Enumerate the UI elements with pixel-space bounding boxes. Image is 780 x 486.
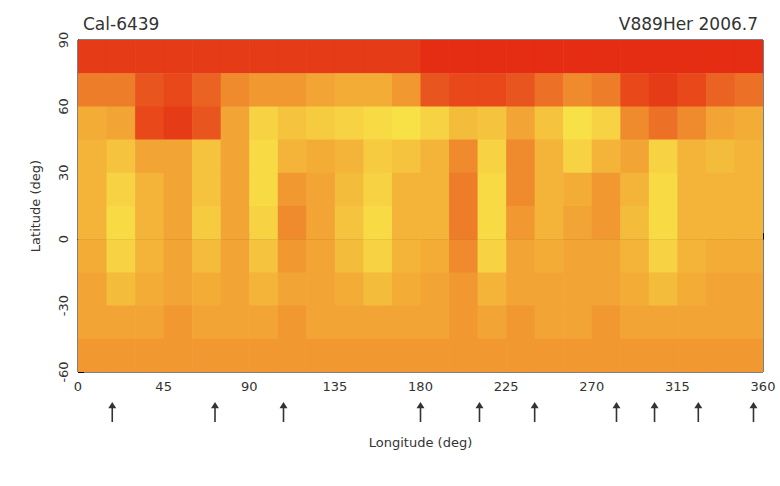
svg-text:135: 135 (322, 379, 347, 394)
svg-text:270: 270 (579, 379, 604, 394)
svg-text:Longitude (deg): Longitude (deg) (369, 435, 472, 450)
svg-text:315: 315 (665, 379, 690, 394)
svg-text:0: 0 (74, 379, 82, 394)
svg-text:0: 0 (56, 235, 71, 243)
svg-text:225: 225 (494, 379, 519, 394)
svg-text:360: 360 (751, 379, 776, 394)
svg-text:90: 90 (56, 32, 71, 49)
svg-text:-30: -30 (56, 295, 71, 316)
svg-text:60: 60 (56, 98, 71, 115)
svg-text:45: 45 (155, 379, 172, 394)
svg-text:Cal-6439: Cal-6439 (83, 14, 159, 34)
svg-text:30: 30 (56, 165, 71, 182)
svg-text:90: 90 (241, 379, 258, 394)
svg-text:-60: -60 (56, 361, 71, 382)
svg-text:V889Her 2006.7: V889Her 2006.7 (619, 14, 758, 34)
svg-text:180: 180 (408, 379, 433, 394)
svg-text:Latitude (deg): Latitude (deg) (28, 160, 43, 252)
